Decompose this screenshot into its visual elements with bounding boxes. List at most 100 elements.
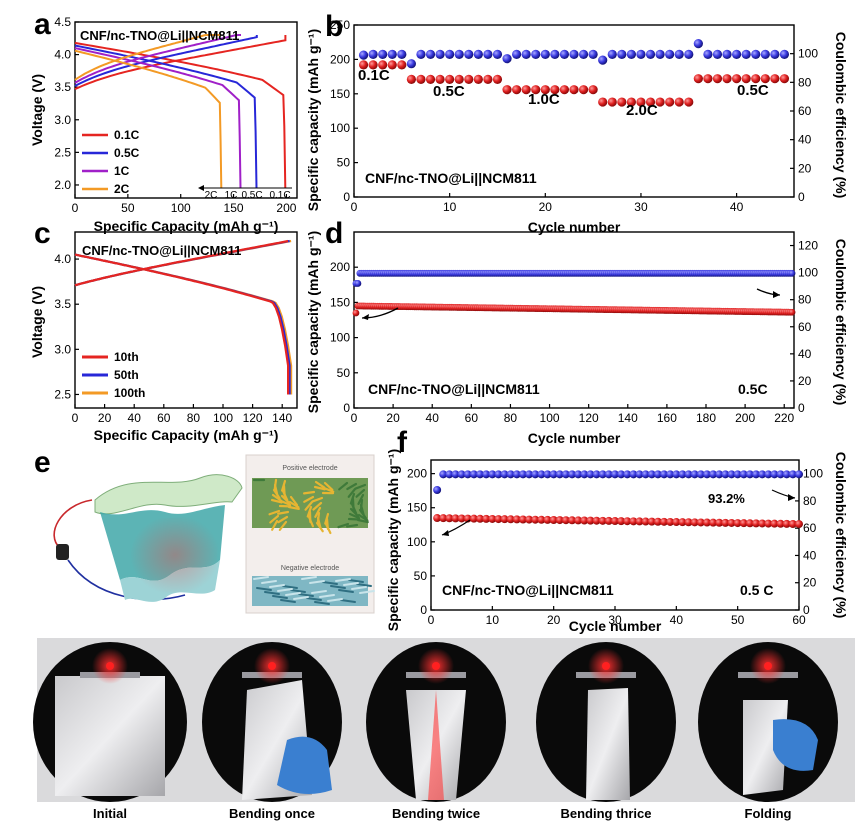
chart-b-ytick-right-label: 0 xyxy=(798,190,805,204)
chart-f-capacity-point xyxy=(660,517,669,526)
chart-b-capacity-point xyxy=(703,74,713,84)
photo-2-glow xyxy=(428,690,444,800)
chart-f-capacity-point xyxy=(433,514,442,523)
photo-3-led xyxy=(602,662,610,670)
chart-b-capacity-point xyxy=(607,97,617,107)
chart-f-capacity-point xyxy=(752,519,761,528)
chart-d-xtick-label: 200 xyxy=(735,411,755,425)
chart-c-xtick-label: 20 xyxy=(98,411,112,425)
positive-electrode-fiber xyxy=(313,485,326,491)
chart-f-ce-point xyxy=(537,470,546,479)
chart-b-capacity-point xyxy=(540,85,550,95)
chart-f-capacity-point xyxy=(604,516,613,525)
wire-blue xyxy=(67,559,186,601)
chart-f-ce-point xyxy=(703,470,711,479)
chart-f-capacity-point xyxy=(476,514,485,523)
chart-c-charge-10th xyxy=(74,239,289,287)
chart-d-frame xyxy=(353,231,795,409)
chart-f-capacity-point xyxy=(776,519,785,528)
chart-a-ylabel: Voltage (V) xyxy=(29,74,45,146)
photo-0-pouch xyxy=(55,676,165,796)
negative-electrode-fiber xyxy=(298,593,314,597)
chart-b-ce-point xyxy=(712,49,723,59)
chart-b-capacity-point xyxy=(368,60,378,70)
chart-b-capacity-point xyxy=(492,74,503,84)
chart-f-capacity-point xyxy=(715,518,724,527)
chart-f-ytick-label: 100 xyxy=(407,535,427,549)
chart-b-capacity-point xyxy=(636,97,646,107)
chart-f-ce-point xyxy=(690,470,699,479)
chart-f-ce-point xyxy=(684,470,693,479)
chart-f-arrows xyxy=(441,489,796,536)
negative-electrode-fiber xyxy=(256,587,272,591)
chart-f-xtick-label: 20 xyxy=(547,613,561,627)
chart-f-ce-point xyxy=(525,470,534,479)
positive-electrode-fiber xyxy=(277,510,290,515)
chart-f-capacity-point xyxy=(611,517,619,526)
chart-b-ce-point xyxy=(722,49,732,59)
device-top-layer xyxy=(94,474,243,515)
chart-b-capacity-point xyxy=(569,85,579,95)
chart-f-capacity-point xyxy=(617,517,626,526)
positive-electrode-fiber xyxy=(314,506,322,518)
chart-f-ce-point xyxy=(721,470,730,479)
chart-d-ytick-right-label: 120 xyxy=(798,239,818,253)
chart-b-xtick-label: 10 xyxy=(443,200,457,214)
chart-b-ylabel-right: Coulombic efficiency (%) xyxy=(833,32,849,198)
chart-f-ce-point xyxy=(752,470,761,479)
chart-d-xtick-label: 40 xyxy=(426,411,440,425)
chart-b-capacity-point xyxy=(722,74,732,84)
chart-b-capacity-point xyxy=(665,97,675,107)
chart-b-capacity-point xyxy=(531,85,541,95)
chart-b-xtick-label: 20 xyxy=(539,200,553,214)
photo-4-glove xyxy=(773,719,818,771)
positive-electrode-fiber xyxy=(315,521,324,533)
chart-f-capacity-point xyxy=(788,519,797,528)
chart-f-ce-point xyxy=(549,470,558,479)
chart-d-ytick-right-label: 80 xyxy=(798,293,812,307)
chart-f-capacity-point xyxy=(672,518,681,527)
negative-electrode-fiber xyxy=(261,580,277,584)
chart-f-ce-point xyxy=(653,470,662,479)
negative-electrode-fiber xyxy=(356,583,372,587)
chart-b-ytick-label: 50 xyxy=(337,156,351,170)
negative-electrode-label: Negative electrode xyxy=(281,565,339,572)
chart-b-ytick-right-label: 100 xyxy=(798,47,818,61)
chart-a-charge-2C xyxy=(74,34,221,81)
chart-b-capacity-point xyxy=(378,60,388,70)
chart-f-ytick-right-label: 20 xyxy=(803,576,817,590)
negative-electrode-fiber xyxy=(272,595,288,599)
chart-b-rate-label: 0.1C xyxy=(358,67,390,84)
chart-b-capacity-point xyxy=(779,74,790,84)
positive-electrode-fiber xyxy=(287,505,300,511)
chart-f-capacity-point xyxy=(635,517,644,526)
chart-f-ytick-label: 0 xyxy=(420,603,427,617)
chart-b-ce-point xyxy=(760,49,770,59)
negative-electrode-fiber xyxy=(343,582,359,586)
chart-a-legend-label: 1C xyxy=(114,164,130,178)
chart-f-title: CNF/nc-TNO@Li||NCM811 xyxy=(442,582,614,598)
chart-f-capacity-point xyxy=(580,516,589,525)
chart-b-ce-point xyxy=(464,49,474,59)
chart-f-xlabel: Cycle number xyxy=(569,618,662,634)
schematic-e: Positive electrode Negative electrode xyxy=(53,454,375,614)
chart-b-ce-point xyxy=(502,54,512,64)
chart-f-ce-point xyxy=(586,470,595,479)
chart-a-arrow-label: 2C xyxy=(205,190,218,201)
chart-b-xtick-label: 30 xyxy=(634,200,648,214)
chart-d-xtick-label: 140 xyxy=(618,411,638,425)
chart-f-capacity-point xyxy=(709,518,718,527)
chart-b-capacity-point xyxy=(559,85,570,95)
negative-electrode-fiber xyxy=(338,589,354,593)
chart-a-charge-0.5C xyxy=(74,35,258,87)
chart-f-ce-point xyxy=(512,470,521,479)
negative-electrode-fiber xyxy=(319,594,335,598)
chart-b-ce-point xyxy=(607,49,617,59)
chart-b-ce-point xyxy=(416,49,426,59)
chart-b-ce-point xyxy=(569,49,579,59)
chart-f-capacity-point xyxy=(500,515,509,524)
chart-b-ytick-label: 150 xyxy=(330,87,350,101)
chart-f-ce-point xyxy=(745,470,754,479)
chart-f-ce-point xyxy=(433,486,442,494)
